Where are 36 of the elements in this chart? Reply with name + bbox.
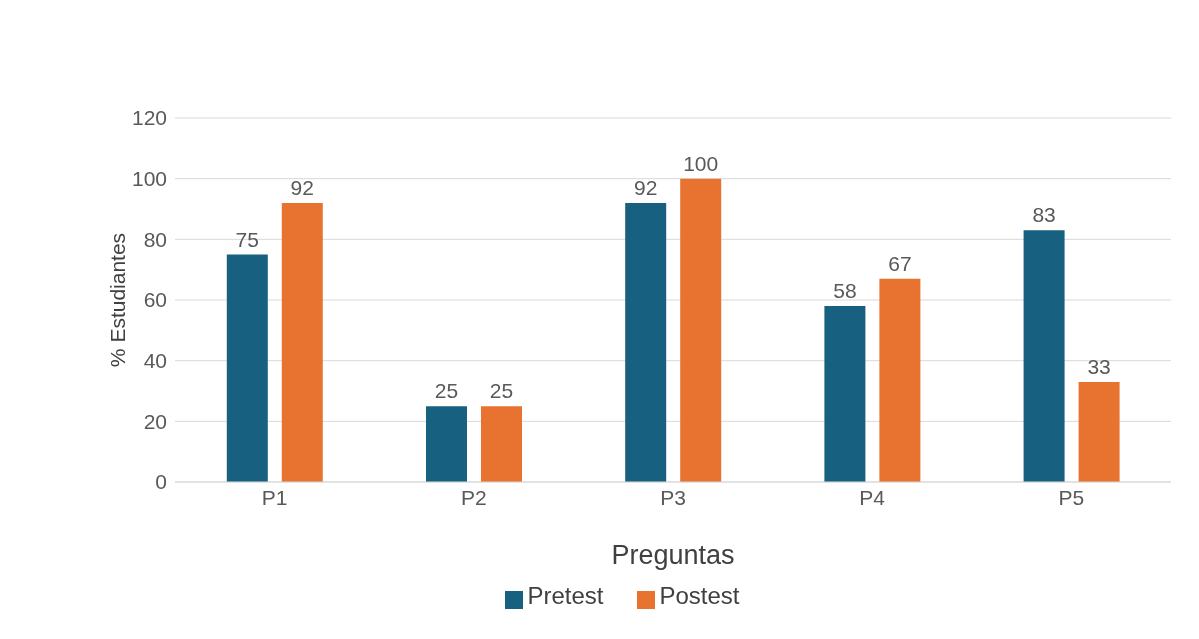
legend-label: Pretest — [527, 582, 604, 609]
data-label: 58 — [833, 279, 857, 303]
x-axis-title: Preguntas — [611, 540, 735, 570]
bar — [480, 406, 522, 482]
y-tick-label: 100 — [131, 167, 167, 191]
data-label: 33 — [1087, 354, 1111, 378]
x-tick-label: P4 — [859, 485, 886, 509]
x-tick-label: P3 — [660, 485, 686, 509]
data-label: 75 — [235, 227, 259, 251]
x-tick-label: P2 — [460, 485, 487, 509]
data-label: 100 — [683, 151, 719, 175]
bar — [226, 254, 268, 482]
x-tick-label: P5 — [1058, 485, 1085, 509]
data-label: 92 — [634, 175, 658, 199]
data-label: 25 — [434, 379, 459, 403]
bar — [1023, 230, 1065, 482]
bar — [425, 406, 467, 482]
y-tick-label: 40 — [143, 349, 167, 373]
y-axis-title: % Estudiantes — [106, 232, 130, 368]
legend-label: Postest — [659, 582, 740, 609]
bar — [625, 202, 667, 482]
y-tick-label: 80 — [143, 227, 167, 251]
data-label: 92 — [290, 175, 314, 199]
data-label: 25 — [489, 379, 514, 403]
bar — [680, 178, 722, 482]
bar — [281, 202, 323, 482]
y-tick-label: 120 — [131, 106, 167, 130]
bar — [1078, 381, 1120, 482]
data-label: 67 — [888, 251, 912, 275]
bar — [879, 278, 921, 482]
bar — [824, 306, 866, 482]
y-tick-label: 0 — [155, 470, 167, 494]
y-tick-label: 60 — [143, 288, 167, 312]
y-tick-label: 20 — [143, 409, 167, 433]
data-label: 83 — [1032, 203, 1056, 227]
x-tick-label: P1 — [261, 485, 288, 509]
